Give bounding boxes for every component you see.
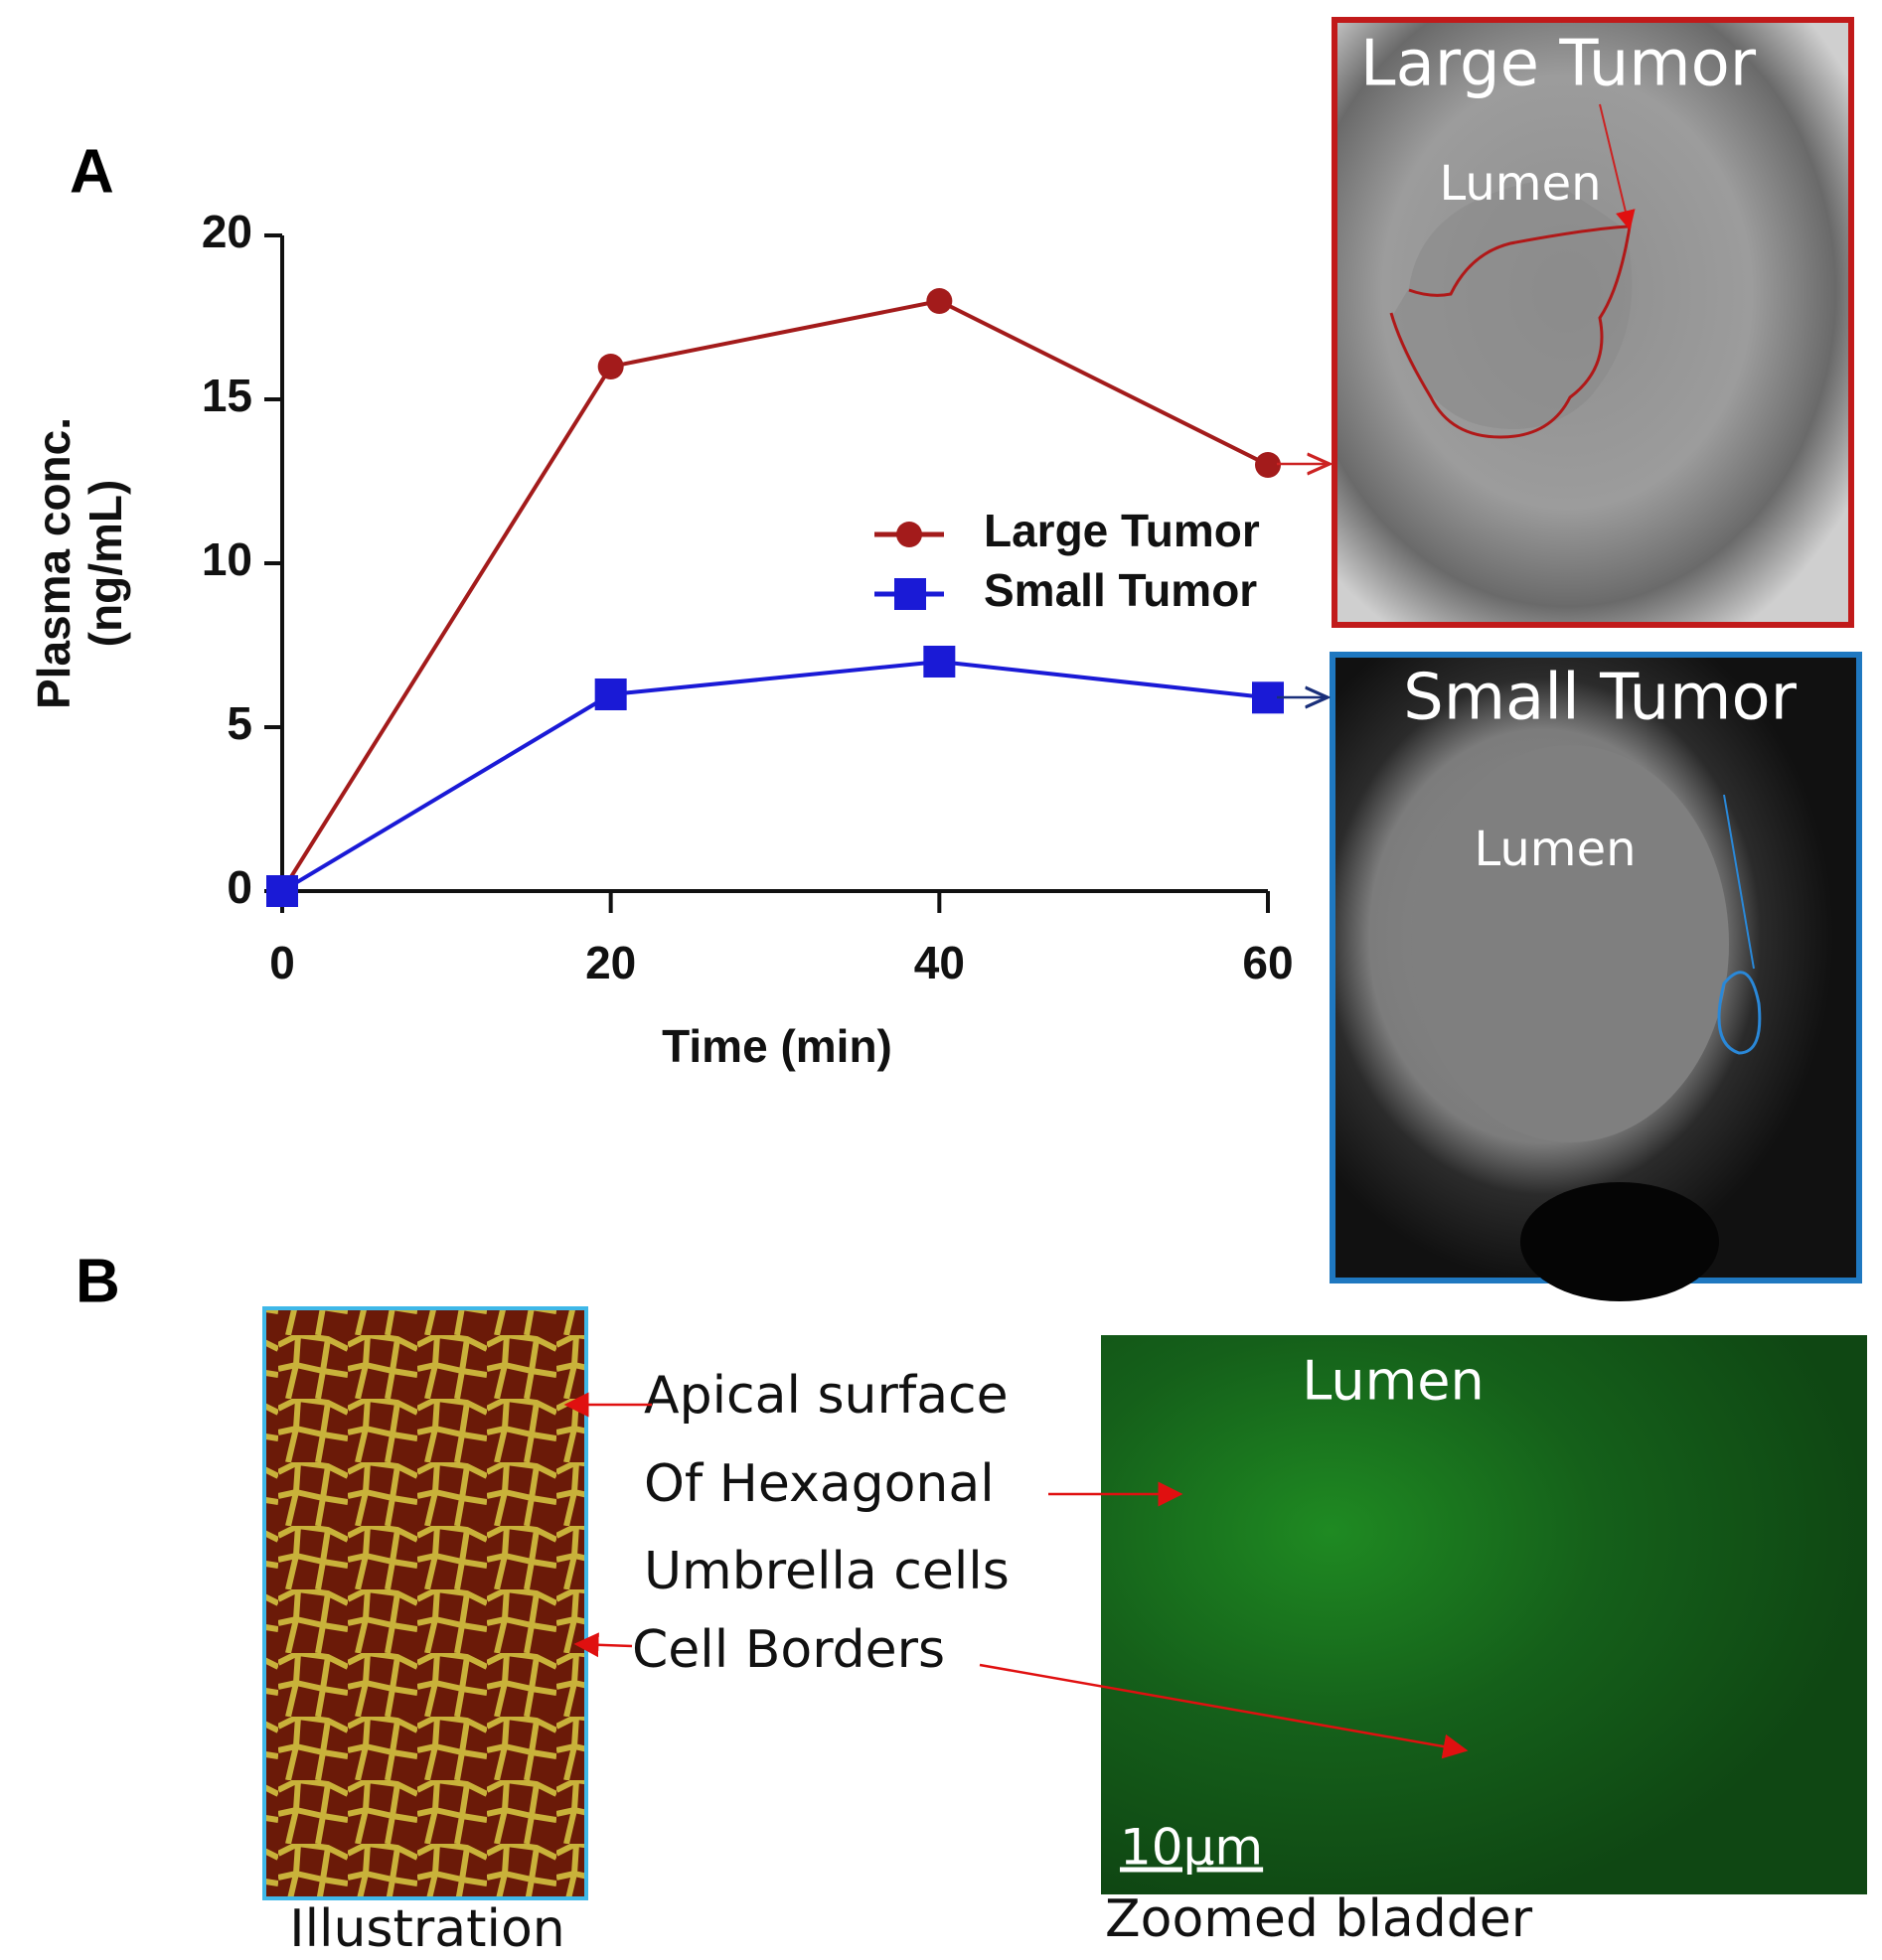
marker	[1255, 452, 1281, 478]
small-tumor-image: Small Tumor Lumen	[1330, 652, 1862, 1301]
x-tick-label: 0	[269, 937, 295, 988]
y-tick-label: 20	[202, 206, 252, 257]
marker	[266, 875, 298, 907]
x-tick-label: 60	[1242, 937, 1293, 988]
image-title: Small Tumor	[1403, 662, 1798, 735]
image-label: Lumen	[1474, 822, 1636, 877]
marker	[923, 646, 956, 678]
legend-label: Small Tumor	[984, 564, 1257, 616]
marker	[926, 288, 953, 314]
annotation: Apical surface	[644, 1366, 1009, 1426]
annotations: Apical surface Of Hexagonal Umbrella cel…	[289, 1366, 1533, 1959]
panel-label: A	[70, 137, 114, 206]
annotation: Umbrella cells	[644, 1542, 1010, 1601]
panel-label: B	[76, 1247, 120, 1315]
legend-item: Small Tumor	[874, 564, 1257, 616]
marker	[594, 678, 627, 710]
y-axis-label: (ng/mL)	[79, 480, 131, 648]
marker	[597, 354, 624, 379]
chart: Plasma conc. (ng/mL) Time (min) 0 5 10 15 20…	[28, 206, 1293, 1072]
image-title: Large Tumor	[1360, 28, 1757, 101]
legend-marker	[896, 522, 922, 547]
y-tick-label: 0	[227, 861, 252, 913]
x-tick-label: 40	[914, 937, 965, 988]
x-tick-label: 20	[585, 937, 636, 988]
y-axis-label: Plasma conc.	[28, 417, 79, 709]
illustration-image	[262, 1306, 588, 1900]
annotation: Of Hexagonal	[644, 1454, 995, 1514]
legend-marker	[894, 578, 926, 610]
series-line	[280, 659, 1269, 893]
caption: Illustration	[289, 1899, 565, 1959]
legend-item: Large Tumor	[874, 505, 1260, 556]
y-tick-label: 15	[202, 370, 252, 421]
legend-label: Large Tumor	[984, 505, 1260, 556]
y-tick-label: 5	[227, 697, 252, 749]
x-axis-label: Time (min)	[662, 1020, 892, 1072]
series-line	[280, 298, 1269, 893]
scale-bar: 10µm	[1120, 1819, 1263, 1877]
caption: Zoomed bladder	[1105, 1889, 1533, 1949]
large-tumor-image: Large Tumor Lumen	[1332, 17, 1854, 628]
annotation: Cell Borders	[632, 1620, 945, 1680]
image-label: Lumen	[1302, 1350, 1484, 1413]
image-label: Lumen	[1439, 156, 1601, 212]
y-tick-label: 10	[202, 533, 252, 585]
zoomed-bladder-image: Lumen 10µm	[1101, 1335, 1867, 1894]
